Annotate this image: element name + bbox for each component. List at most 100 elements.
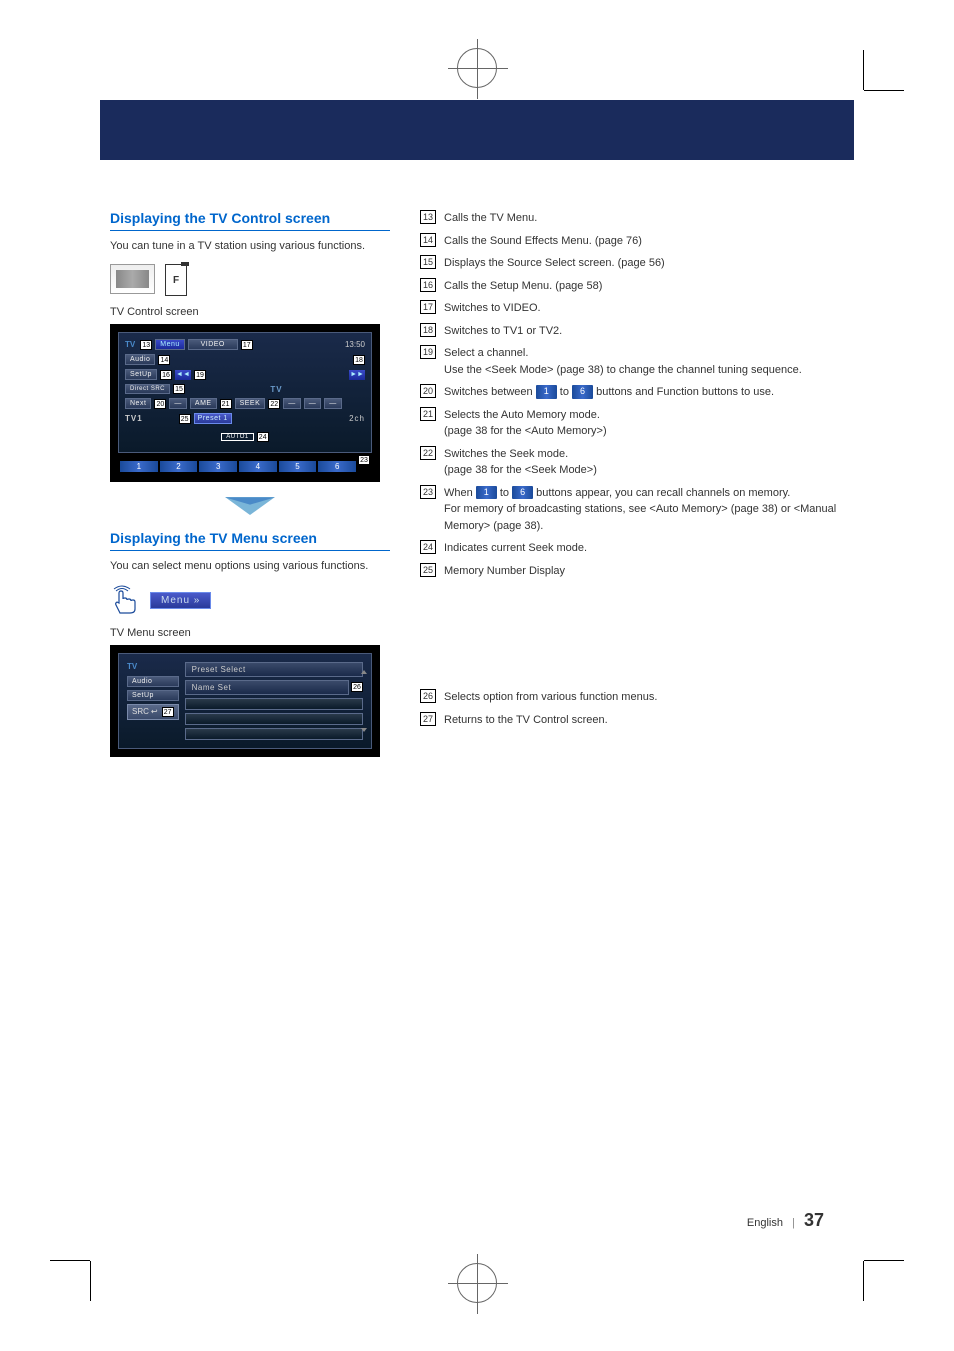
legend-num: 17 bbox=[420, 300, 436, 314]
seek-next-icon[interactable]: ►► bbox=[349, 370, 365, 380]
legend-num: 19 bbox=[420, 345, 436, 359]
header-bar bbox=[100, 100, 854, 160]
callout-13: 13 bbox=[140, 340, 152, 350]
preset-select-item[interactable]: Preset Select bbox=[185, 662, 363, 677]
seek-mode-badge: AUTO1 bbox=[221, 433, 253, 441]
page-number: 37 bbox=[804, 1210, 824, 1230]
num-button-5[interactable]: 5 bbox=[279, 461, 317, 472]
section1-title: Displaying the TV Control screen bbox=[110, 210, 390, 231]
legend-text: Displays the Source Select screen. (page… bbox=[444, 255, 844, 272]
preset-display: Preset 1 bbox=[194, 413, 232, 424]
legend-num: 25 bbox=[420, 563, 436, 577]
callout-22: 22 bbox=[268, 399, 280, 409]
legend-text: Calls the Setup Menu. (page 58) bbox=[444, 278, 844, 295]
next-button[interactable]: Next bbox=[125, 398, 151, 409]
menu-empty-item bbox=[185, 713, 363, 725]
callout-27: 27 bbox=[162, 707, 174, 717]
callout-24: 24 bbox=[257, 432, 269, 442]
callout-23: 23 bbox=[358, 455, 370, 465]
legend-text: Select a channel. Use the <Seek Mode> (p… bbox=[444, 345, 844, 378]
legend-num: 27 bbox=[420, 712, 436, 726]
registration-mark bbox=[457, 1263, 497, 1303]
number-button-strip: 1 2 3 4 5 6 23 bbox=[118, 459, 372, 474]
audio-button[interactable]: Audio bbox=[125, 354, 155, 365]
callout-25: 25 bbox=[179, 414, 191, 424]
callout-20: 20 bbox=[154, 399, 166, 409]
monitor-icon bbox=[110, 264, 155, 294]
num-button-6[interactable]: 6 bbox=[318, 461, 356, 472]
legend-text: Selects the Auto Memory mode. (page 38 f… bbox=[444, 407, 844, 440]
scroll-indicator bbox=[361, 670, 367, 732]
legend-num: 21 bbox=[420, 407, 436, 421]
callout-18: 18 bbox=[353, 355, 365, 365]
menu-setup-button[interactable]: SetUp bbox=[127, 690, 179, 701]
legend-text: Switches the Seek mode. (page 38 for the… bbox=[444, 446, 844, 479]
video-button[interactable]: VIDEO bbox=[188, 339, 238, 350]
tv-menu-screenshot: TV Audio SetUp SRC ↩ 27 Preset Select Na… bbox=[110, 645, 380, 757]
legend-text: Switches to TV1 or TV2. bbox=[444, 323, 844, 340]
legend-num: 20 bbox=[420, 384, 436, 398]
legend-num: 15 bbox=[420, 255, 436, 269]
tv-control-screenshot: TV 13 Menu VIDEO 17 13:50 Audio 14 18 bbox=[110, 324, 380, 482]
legend-num: 13 bbox=[420, 210, 436, 224]
menu-button[interactable]: Menu bbox=[155, 339, 185, 350]
num-button-1[interactable]: 1 bbox=[120, 461, 158, 472]
fn-button[interactable]: — bbox=[324, 398, 342, 409]
seek-button[interactable]: SEEK bbox=[235, 398, 266, 409]
channel-display: 2ch bbox=[349, 414, 365, 423]
registration-mark bbox=[457, 48, 497, 88]
legend-num: 16 bbox=[420, 278, 436, 292]
section2-title: Displaying the TV Menu screen bbox=[110, 530, 390, 551]
name-set-item[interactable]: Name Set bbox=[185, 680, 349, 695]
fn-button[interactable]: — bbox=[283, 398, 301, 409]
page-footer: English | 37 bbox=[747, 1210, 824, 1231]
footer-divider: | bbox=[792, 1217, 795, 1229]
callout-16: 16 bbox=[160, 370, 172, 380]
footer-language: English bbox=[747, 1217, 783, 1229]
callout-14: 14 bbox=[158, 355, 170, 365]
section1-desc: You can tune in a TV station using vario… bbox=[110, 239, 390, 254]
legend-text: Selects option from various function men… bbox=[444, 689, 844, 706]
legend-num: 26 bbox=[420, 689, 436, 703]
num-button-4[interactable]: 4 bbox=[239, 461, 277, 472]
legend-text: When 1 to 6 buttons appear, you can reca… bbox=[444, 485, 844, 535]
tv-control-screen-label: TV Control screen bbox=[110, 306, 390, 318]
legend-text: Switches to VIDEO. bbox=[444, 300, 844, 317]
callout-26: 26 bbox=[351, 682, 363, 692]
legend-list-1: 13Calls the TV Menu. 14Calls the Sound E… bbox=[420, 210, 844, 579]
touch-hand-icon bbox=[110, 585, 142, 617]
legend-num: 22 bbox=[420, 446, 436, 460]
section2-desc: You can select menu options using variou… bbox=[110, 559, 390, 574]
menu-empty-item bbox=[185, 728, 363, 740]
fn-button[interactable]: — bbox=[169, 398, 187, 409]
fn-button[interactable]: — bbox=[304, 398, 322, 409]
menu-button-image: Menu » bbox=[150, 592, 211, 609]
legend-text: Memory Number Display bbox=[444, 563, 844, 580]
legend-text: Switches between 1 to 6 buttons and Func… bbox=[444, 384, 844, 401]
callout-17: 17 bbox=[241, 340, 253, 350]
num-button-2[interactable]: 2 bbox=[160, 461, 198, 472]
legend-num: 14 bbox=[420, 233, 436, 247]
down-arrow-icon bbox=[225, 497, 275, 515]
direct-src-button[interactable]: Direct SRC bbox=[125, 384, 170, 394]
inline-num-6: 6 bbox=[572, 385, 593, 399]
legend-text: Returns to the TV Control screen. bbox=[444, 712, 844, 729]
menu-audio-button[interactable]: Audio bbox=[127, 676, 179, 687]
legend-num: 24 bbox=[420, 540, 436, 554]
setup-button[interactable]: SetUp bbox=[125, 369, 157, 380]
legend-text: Calls the TV Menu. bbox=[444, 210, 844, 227]
clock: 13:50 bbox=[345, 340, 365, 349]
seek-prev-icon[interactable]: ◄◄ bbox=[175, 370, 191, 380]
tv-center-label: TV bbox=[270, 385, 282, 394]
inline-num-1: 1 bbox=[476, 486, 497, 500]
band-label: TV1 bbox=[125, 414, 143, 423]
callout-15: 15 bbox=[173, 384, 185, 394]
ame-button[interactable]: AME bbox=[190, 398, 217, 409]
menu-empty-item bbox=[185, 698, 363, 710]
inline-num-1: 1 bbox=[536, 385, 557, 399]
tv-menu-screen-label: TV Menu screen bbox=[110, 627, 390, 639]
num-button-3[interactable]: 3 bbox=[199, 461, 237, 472]
callout-21: 21 bbox=[220, 399, 232, 409]
source-label: TV bbox=[125, 340, 135, 349]
src-return-button[interactable]: SRC ↩ 27 bbox=[127, 704, 179, 720]
